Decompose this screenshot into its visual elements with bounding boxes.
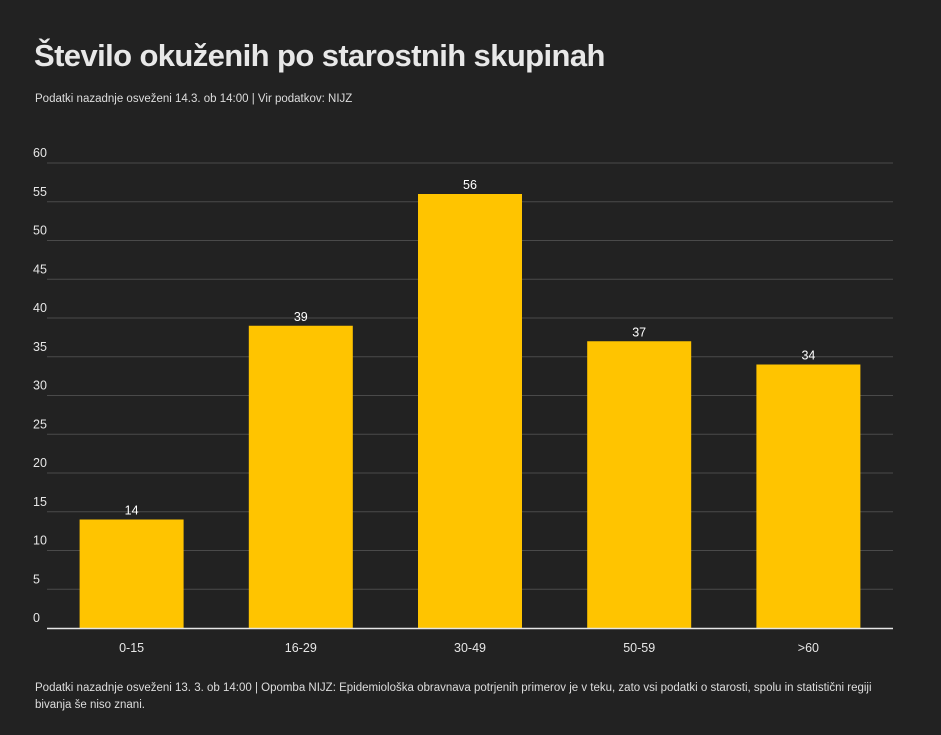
- y-tick-label: 35: [33, 340, 47, 354]
- data-label: 39: [294, 310, 308, 324]
- y-tick-label: 20: [33, 456, 47, 470]
- y-tick-label: 40: [33, 301, 47, 315]
- y-tick-label: 55: [33, 185, 47, 199]
- y-axis-ticks: 0 5 10 15 20 25 30 35 40 45 50 55 60: [33, 146, 47, 625]
- x-tick-label: 0-15: [119, 641, 144, 655]
- bar: [79, 519, 184, 628]
- footnote: Podatki nazadnje osveženi 13. 3. ob 14:0…: [35, 682, 872, 711]
- x-tick-label: 30-49: [454, 641, 486, 655]
- data-label: 34: [801, 349, 815, 363]
- x-axis-ticks: 0-15 16-29 30-49 50-59 >60: [119, 641, 819, 655]
- data-label: 14: [125, 504, 139, 518]
- y-tick-label: 60: [33, 146, 47, 160]
- bar: [587, 341, 692, 628]
- y-tick-label: 25: [33, 417, 47, 431]
- bars: [79, 194, 861, 628]
- chart-subtitle: Podatki nazadnje osveženi 14.3. ob 14:00…: [35, 93, 353, 105]
- y-tick-label: 45: [33, 262, 47, 276]
- x-tick-label: 50-59: [623, 641, 655, 655]
- bar: [248, 325, 353, 628]
- data-label: 37: [632, 325, 646, 339]
- y-tick-label: 15: [33, 495, 47, 509]
- bar: [418, 194, 522, 628]
- y-tick-label: 5: [33, 572, 40, 586]
- y-tick-label: 10: [33, 534, 47, 548]
- x-tick-label: >60: [798, 641, 819, 655]
- data-label: 56: [463, 178, 477, 192]
- x-tick-label: 16-29: [285, 641, 317, 655]
- y-tick-label: 30: [33, 379, 47, 393]
- data-labels: 14 39 56 37 34: [125, 178, 816, 518]
- y-tick-label: 0: [33, 611, 40, 625]
- bar: [756, 364, 861, 628]
- chart-title: Število okuženih po starostnih skupinah: [34, 38, 605, 73]
- y-tick-label: 50: [33, 224, 47, 238]
